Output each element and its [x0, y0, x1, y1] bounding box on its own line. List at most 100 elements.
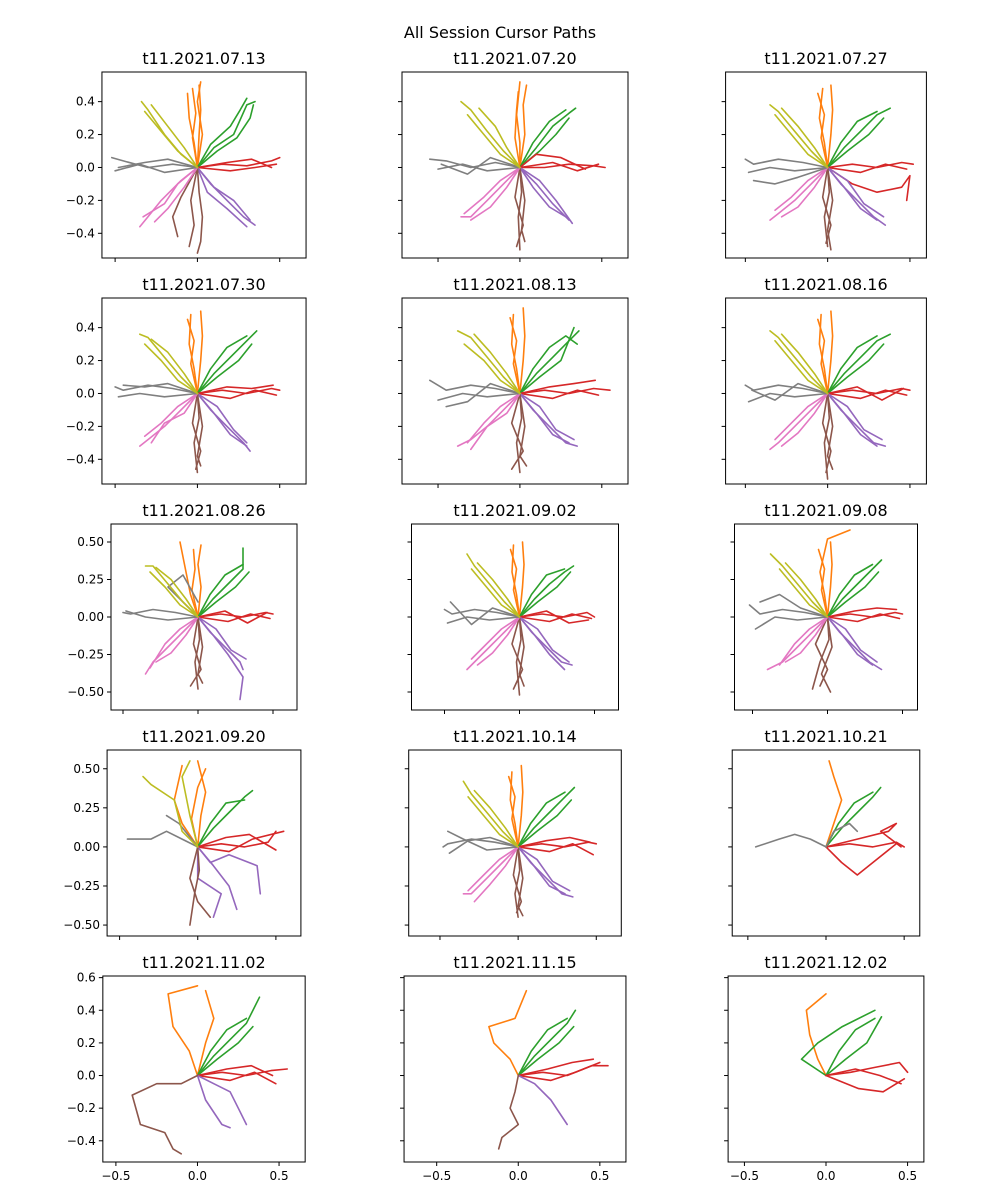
- cursor-path-right: [196, 1064, 274, 1077]
- subplot-t11.2021.08.26: t11.2021.08.26 0.50 0.25 0.00 −0.25 −0.50: [67, 501, 298, 714]
- y-tick-label: −0.2: [67, 1101, 96, 1115]
- subplot-t11.2021.08.16: t11.2021.08.16: [721, 275, 927, 488]
- cursor-path-right: [826, 607, 898, 618]
- cursor-path-left: [114, 163, 199, 174]
- cursor-path-down-left: [784, 616, 829, 663]
- cursor-path-up-left: [478, 107, 521, 169]
- cursor-path-up: [507, 775, 519, 848]
- cursor-path-up-left: [142, 775, 199, 848]
- cursor-path-up: [191, 548, 199, 618]
- subplot-title: t11.2021.09.20: [142, 727, 265, 746]
- cursor-path-down-left: [769, 166, 829, 221]
- y-tick-label: −0.4: [66, 452, 95, 466]
- subplot-title: t11.2021.12.02: [764, 953, 887, 972]
- y-tick-label: 0.50: [73, 762, 100, 776]
- subplot-title: t11.2021.10.14: [453, 727, 576, 746]
- y-tick-label: −0.25: [67, 648, 104, 662]
- cursor-path-up-left: [476, 562, 521, 618]
- cursor-path-down-right: [519, 392, 575, 441]
- cursor-path-down: [823, 166, 831, 248]
- y-tick-label: 0.50: [77, 535, 104, 549]
- cursor-path-down-right: [826, 392, 883, 441]
- cursor-path-down: [197, 616, 204, 684]
- y-tick-label: 0.00: [77, 610, 104, 624]
- subplot-title: t11.2021.11.15: [453, 953, 576, 972]
- cursor-path-left: [429, 158, 521, 169]
- cursor-path-down: [510, 392, 524, 470]
- cursor-path-down: [826, 166, 834, 251]
- cursor-path-down-left: [155, 616, 199, 663]
- cursor-path-up-left: [155, 566, 199, 618]
- cursor-path-left: [748, 604, 829, 618]
- cursor-path-right: [517, 843, 594, 856]
- cursor-path-up-right: [517, 1009, 577, 1077]
- subplot-t11.2021.09.08: t11.2021.09.08: [730, 501, 918, 714]
- subplot-title: t11.2021.09.08: [764, 501, 887, 520]
- cursor-path-up-right: [517, 799, 573, 848]
- cursor-path-down: [517, 846, 524, 917]
- subplot-title: t11.2021.10.21: [764, 727, 887, 746]
- cursor-path-up-right: [518, 568, 566, 618]
- cursor-path-left: [437, 163, 521, 172]
- y-tick-label: −0.50: [63, 918, 100, 932]
- x-tick-label: 0.0: [188, 1169, 207, 1183]
- subplot-frame: [101, 297, 307, 485]
- cursor-path-right: [196, 389, 278, 400]
- cursor-path-down-right: [519, 392, 570, 444]
- subplot-frame: [401, 297, 629, 485]
- cursor-path-left: [449, 601, 521, 626]
- subplot-plot-area: [744, 84, 914, 251]
- cursor-path-up-right: [826, 559, 883, 618]
- subplot-plot-area: [122, 541, 274, 701]
- cursor-path-up-right: [800, 1009, 876, 1077]
- subplot-t11.2021.09.20: t11.2021.09.20 0.50 0.25 0.00 −0.25 −0.50: [63, 727, 302, 940]
- cursor-path-left: [754, 833, 827, 848]
- cursor-path-down-left: [774, 392, 829, 441]
- subplot-t11.2021.07.20: t11.2021.07.20: [398, 49, 629, 262]
- cursor-path-down: [518, 616, 525, 687]
- cursor-path-down: [519, 166, 526, 243]
- cursor-path-up-left: [778, 568, 829, 618]
- cursor-path-right: [519, 389, 600, 400]
- cursor-path-up-right: [196, 343, 253, 395]
- subplot-plot-area: [111, 81, 281, 254]
- cursor-path-up: [825, 760, 843, 848]
- cursor-path-up-left: [470, 568, 521, 618]
- subplot-plot-area: [744, 310, 911, 480]
- subplot-plot-area: [429, 81, 606, 251]
- cursor-path-down-right: [517, 846, 571, 892]
- cursor-path-right: [517, 1061, 601, 1082]
- cursor-path-up-right: [519, 326, 575, 395]
- cursor-path-right: [196, 384, 274, 395]
- cursor-path-down-right: [196, 846, 238, 911]
- y-tick-label: 0.4: [77, 1003, 96, 1017]
- subplot-frame: [725, 297, 927, 485]
- x-tick-label: 0.5: [898, 1169, 917, 1183]
- cursor-path-right: [196, 830, 285, 853]
- cursor-path-down: [823, 392, 831, 480]
- cursor-path-up: [817, 548, 829, 618]
- cursor-path-left: [126, 830, 199, 848]
- cursor-path-left: [744, 384, 829, 395]
- cursor-path-down-left: [466, 616, 521, 671]
- x-tick-label: −0.5: [422, 1169, 451, 1183]
- cursor-path-up: [196, 81, 204, 169]
- cursor-path-down-left: [766, 616, 829, 671]
- subplot-plot-area: [429, 307, 611, 474]
- cursor-path-up: [509, 317, 521, 395]
- subplot-grid: t11.2021.07.130.40.20.0−0.2−0.4t11.2021.…: [63, 49, 927, 1183]
- subplot-frame: [401, 71, 629, 259]
- cursor-path-up: [514, 91, 521, 169]
- cursor-path-down: [514, 166, 524, 248]
- cursor-path-up-left: [467, 796, 519, 848]
- cursor-path-left: [759, 593, 829, 618]
- cursor-path-right: [517, 836, 591, 848]
- cursor-path-up: [519, 84, 528, 169]
- cursor-path-down-left: [470, 166, 521, 221]
- cursor-path-up-left: [473, 333, 521, 395]
- cursor-path-up-right: [826, 343, 885, 395]
- x-tick-label: 0.5: [270, 1169, 289, 1183]
- cursor-path-right: [519, 161, 600, 172]
- cursor-path-left: [752, 166, 829, 185]
- subplot-t11.2021.11.02: t11.2021.11.02 0.6 0.4 0.2 0.0 −0.2 −0.4 −0.5 0.…: [67, 953, 306, 1183]
